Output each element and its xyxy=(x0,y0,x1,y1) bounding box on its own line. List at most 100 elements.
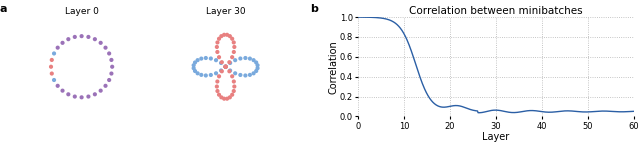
Point xyxy=(228,51,239,53)
Point xyxy=(220,66,230,68)
Point xyxy=(83,36,93,38)
Point xyxy=(46,66,56,68)
Text: a: a xyxy=(0,4,8,14)
Point xyxy=(212,90,223,92)
Point xyxy=(227,56,237,58)
Point xyxy=(90,93,100,95)
Point xyxy=(205,57,216,60)
Point xyxy=(52,47,63,49)
X-axis label: Layer: Layer xyxy=(483,132,509,142)
Point xyxy=(77,35,87,37)
Point xyxy=(216,69,226,72)
Point xyxy=(90,38,100,40)
Point xyxy=(190,61,200,64)
Point xyxy=(193,72,203,74)
Point xyxy=(244,58,255,60)
Point xyxy=(217,61,227,63)
Point xyxy=(95,42,106,44)
Point xyxy=(216,35,227,37)
Point xyxy=(193,59,203,61)
Point xyxy=(211,72,221,74)
Point xyxy=(227,75,237,77)
Point xyxy=(230,72,240,74)
Point xyxy=(252,64,262,66)
Point xyxy=(225,62,236,64)
Point xyxy=(49,52,59,55)
Point xyxy=(236,57,246,60)
Point xyxy=(100,85,111,87)
Point xyxy=(220,66,230,68)
Point xyxy=(248,59,259,61)
Point xyxy=(240,74,250,77)
Point xyxy=(244,74,255,76)
Point xyxy=(225,35,235,37)
Point xyxy=(52,85,63,87)
Point xyxy=(58,42,68,44)
Point xyxy=(227,94,237,96)
Point xyxy=(224,70,234,72)
Point xyxy=(220,66,230,68)
Point xyxy=(212,85,222,88)
Point xyxy=(70,95,80,98)
Point xyxy=(77,96,87,98)
Point xyxy=(201,74,211,77)
Point xyxy=(58,89,68,92)
Text: b: b xyxy=(310,4,318,14)
Point xyxy=(106,59,116,61)
Point xyxy=(217,70,227,72)
Point xyxy=(216,62,226,64)
Point xyxy=(63,38,74,40)
Point xyxy=(251,61,261,64)
Point xyxy=(205,74,216,76)
Point xyxy=(222,98,232,100)
Point xyxy=(220,66,230,68)
Point xyxy=(220,66,230,68)
Point xyxy=(228,80,239,83)
Point xyxy=(214,94,224,96)
Point xyxy=(219,98,229,100)
Point xyxy=(220,66,230,68)
Point xyxy=(196,58,207,60)
Point xyxy=(225,69,236,72)
Point xyxy=(240,57,250,59)
Point xyxy=(229,85,239,88)
Point xyxy=(47,72,57,75)
Title: Correlation between minibatches: Correlation between minibatches xyxy=(409,6,583,16)
Point xyxy=(236,74,246,76)
Point xyxy=(104,79,115,81)
Point xyxy=(212,80,223,83)
Point xyxy=(63,93,74,95)
Point xyxy=(212,41,223,44)
Point xyxy=(104,52,115,55)
Point xyxy=(95,89,106,92)
Point xyxy=(49,79,59,81)
Point xyxy=(222,34,232,36)
Point xyxy=(224,61,234,63)
Point xyxy=(220,66,230,68)
Point xyxy=(228,90,239,92)
Point xyxy=(252,67,262,69)
Point xyxy=(225,96,235,98)
Point xyxy=(230,59,240,61)
Point xyxy=(214,56,224,58)
Point xyxy=(251,70,261,72)
Point xyxy=(47,59,57,61)
Title: Layer 0: Layer 0 xyxy=(65,7,99,16)
Point xyxy=(216,96,227,98)
Point xyxy=(201,57,211,59)
Point xyxy=(189,64,199,66)
Point xyxy=(229,46,239,48)
Title: Layer 30: Layer 30 xyxy=(206,7,245,16)
Point xyxy=(190,70,200,72)
Point xyxy=(211,59,221,61)
Point xyxy=(189,67,199,69)
Point xyxy=(212,46,222,48)
Point xyxy=(106,72,116,75)
Point xyxy=(214,75,224,77)
Point xyxy=(100,47,111,49)
Y-axis label: Correlation: Correlation xyxy=(328,40,338,94)
Point xyxy=(227,38,237,40)
Point xyxy=(214,38,224,40)
Point xyxy=(212,51,223,53)
Point xyxy=(248,72,259,74)
